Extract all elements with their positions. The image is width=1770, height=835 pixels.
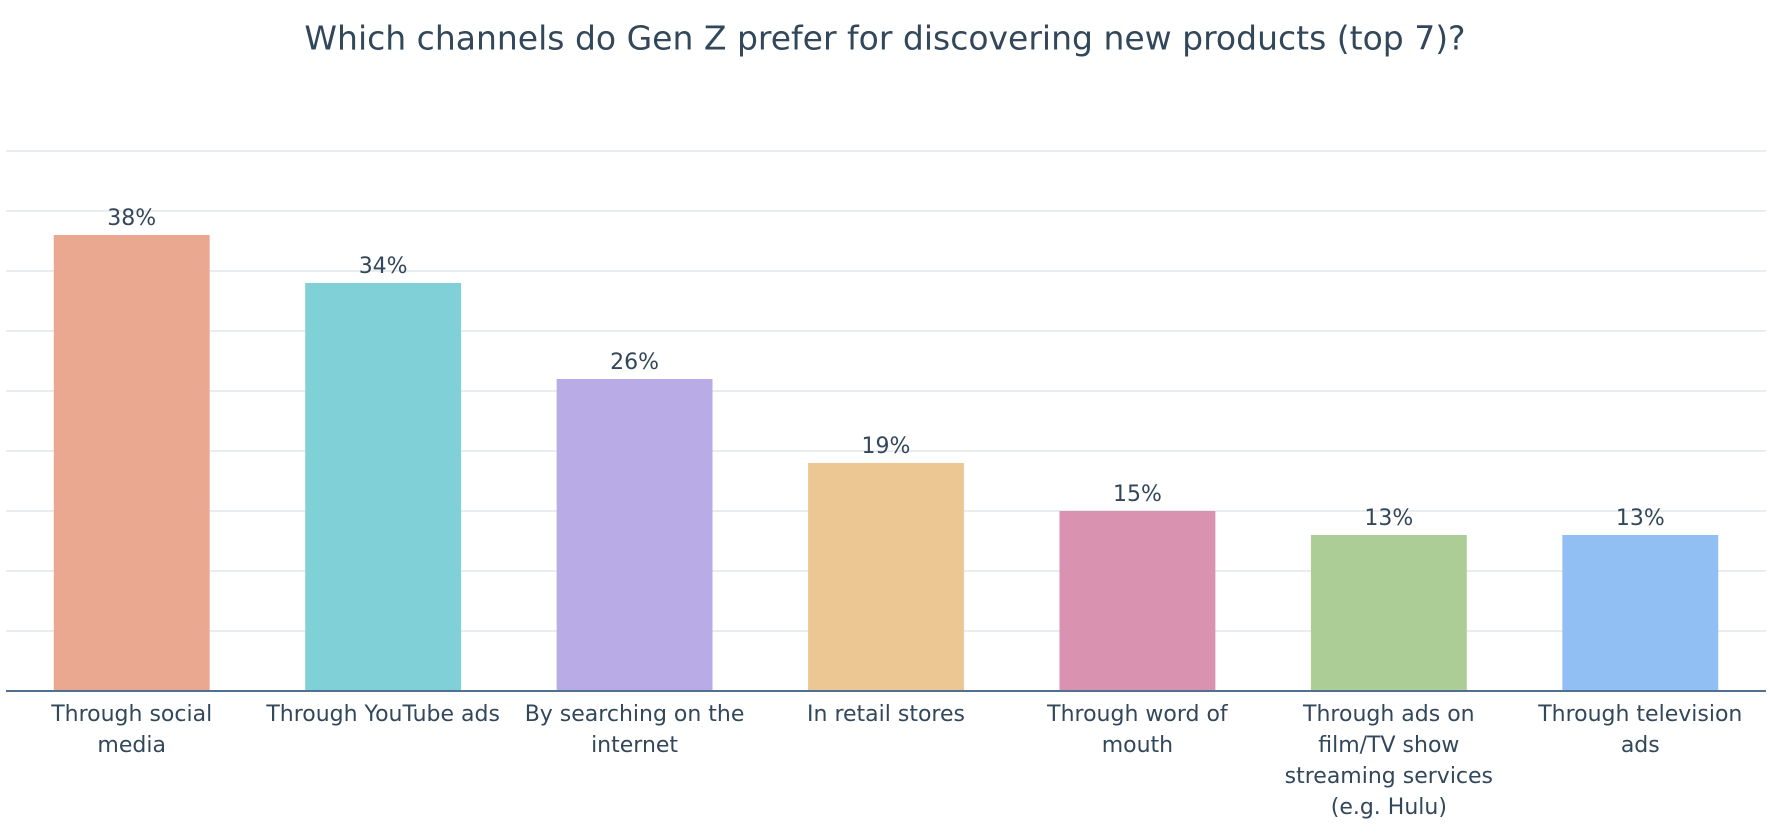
value-label: 38% xyxy=(107,206,156,231)
x-tick-label: Through television ads xyxy=(1538,702,1743,758)
bar xyxy=(53,235,210,691)
x-tick-label: In retail stores xyxy=(807,702,965,727)
value-label: 15% xyxy=(1113,482,1162,507)
x-tick-label: By searching on the internet xyxy=(524,702,745,758)
x-tick-label: Through ads on film/TV show streaming se… xyxy=(1284,702,1494,820)
chart-title: Which channels do Gen Z prefer for disco… xyxy=(304,19,1465,58)
value-label: 26% xyxy=(610,350,659,375)
bar xyxy=(556,379,713,691)
x-tick-label: Through social media xyxy=(51,702,213,758)
x-tick-label: Through word of mouth xyxy=(1047,702,1228,758)
value-label: 13% xyxy=(1616,506,1665,531)
bar xyxy=(305,283,462,691)
bar xyxy=(808,463,964,691)
x-tick-label: Through YouTube ads xyxy=(266,702,500,727)
value-label: 13% xyxy=(1364,506,1413,531)
bar xyxy=(1059,511,1216,691)
value-label: 34% xyxy=(359,254,408,279)
bar xyxy=(1310,535,1467,691)
value-label: 19% xyxy=(862,434,911,459)
bar xyxy=(1562,535,1719,691)
